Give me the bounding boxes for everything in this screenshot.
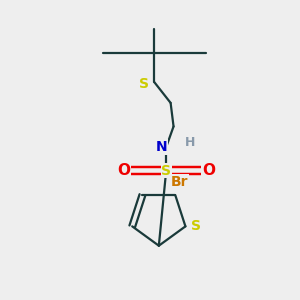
Text: S: S [139,77,149,91]
Text: S: S [191,219,201,233]
Text: N: N [156,140,168,154]
Text: H: H [184,136,195,149]
Text: O: O [202,163,215,178]
Text: Br: Br [171,175,188,189]
Text: O: O [118,163,130,178]
Text: S: S [161,164,171,178]
